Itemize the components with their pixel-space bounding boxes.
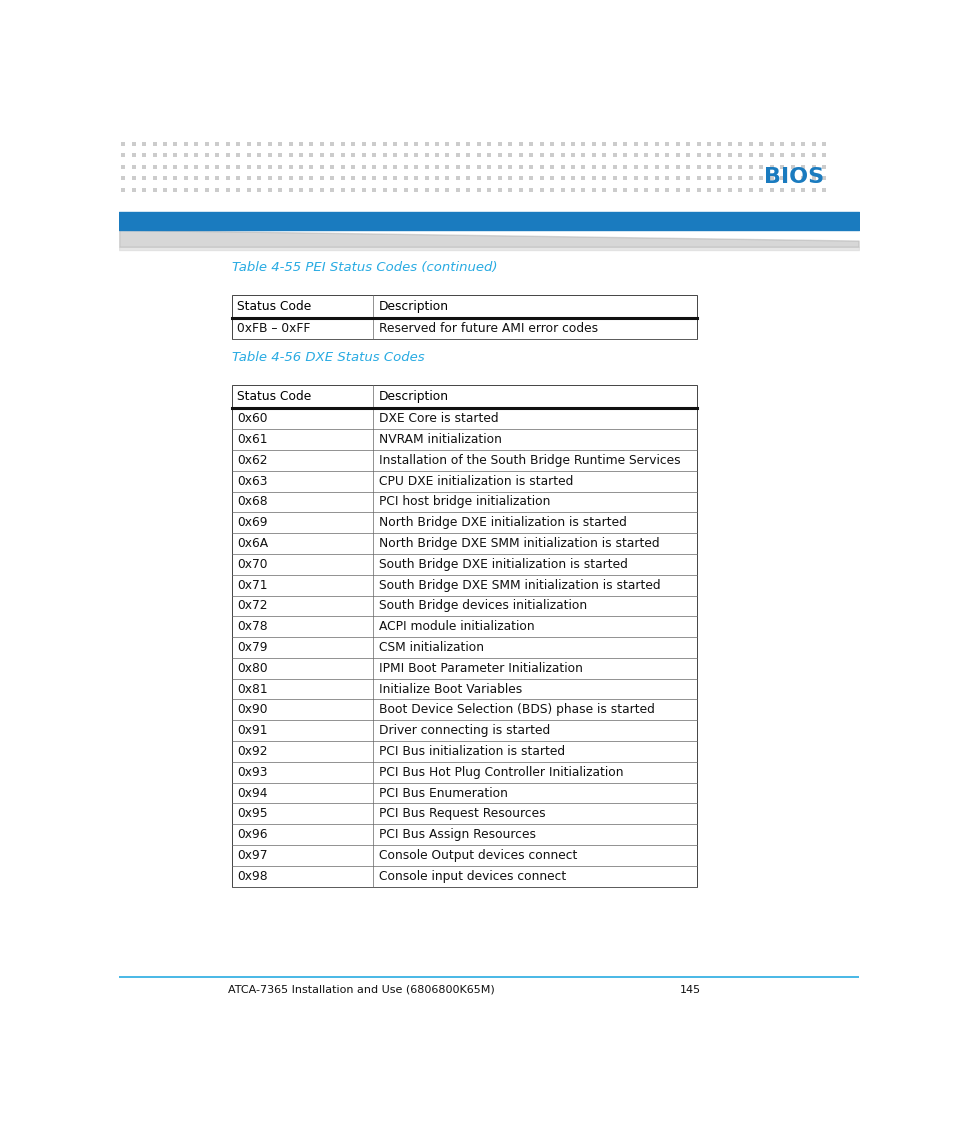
Text: CPU DXE initialization is started: CPU DXE initialization is started: [378, 475, 573, 488]
Text: 0x79: 0x79: [236, 641, 267, 654]
Text: PCI Bus Enumeration: PCI Bus Enumeration: [378, 787, 507, 799]
Text: 0x80: 0x80: [236, 662, 268, 674]
Text: 0x70: 0x70: [236, 558, 267, 571]
Text: CSM initialization: CSM initialization: [378, 641, 483, 654]
Text: 0x97: 0x97: [236, 848, 267, 862]
Text: 0x6A: 0x6A: [236, 537, 268, 550]
Text: Console Output devices connect: Console Output devices connect: [378, 848, 577, 862]
Text: Description: Description: [378, 300, 449, 314]
Text: 0x63: 0x63: [236, 475, 267, 488]
Text: 145: 145: [679, 985, 700, 995]
Text: 0x60: 0x60: [236, 412, 267, 425]
Text: Driver connecting is started: Driver connecting is started: [378, 724, 550, 737]
Text: 0x69: 0x69: [236, 516, 267, 529]
Text: 0x91: 0x91: [236, 724, 267, 737]
Text: 0x92: 0x92: [236, 745, 267, 758]
Text: Status Code: Status Code: [236, 300, 311, 314]
Text: 0xFB – 0xFF: 0xFB – 0xFF: [236, 322, 310, 335]
Text: Table 4-55 PEI Status Codes (continued): Table 4-55 PEI Status Codes (continued): [232, 261, 497, 274]
Text: Initialize Boot Variables: Initialize Boot Variables: [378, 682, 521, 696]
Text: 0x62: 0x62: [236, 453, 267, 467]
Text: 0x61: 0x61: [236, 433, 267, 447]
Text: PCI Bus Assign Resources: PCI Bus Assign Resources: [378, 828, 536, 842]
Bar: [232, 295, 696, 339]
Text: 0x72: 0x72: [236, 600, 267, 613]
Text: PCI host bridge initialization: PCI host bridge initialization: [378, 496, 550, 508]
Text: PCI Bus Request Resources: PCI Bus Request Resources: [378, 807, 545, 820]
Text: 0x78: 0x78: [236, 621, 268, 633]
Bar: [232, 386, 696, 886]
Text: South Bridge devices initialization: South Bridge devices initialization: [378, 600, 586, 613]
Text: ATCA-7365 Installation and Use (6806800K65M): ATCA-7365 Installation and Use (6806800K…: [228, 985, 494, 995]
Text: DXE Core is started: DXE Core is started: [378, 412, 498, 425]
Text: Status Code: Status Code: [236, 390, 311, 403]
Text: PCI Bus Hot Plug Controller Initialization: PCI Bus Hot Plug Controller Initializati…: [378, 766, 622, 779]
Text: South Bridge DXE SMM initialization is started: South Bridge DXE SMM initialization is s…: [378, 578, 659, 592]
Text: 0x90: 0x90: [236, 703, 267, 717]
Text: Boot Device Selection (BDS) phase is started: Boot Device Selection (BDS) phase is sta…: [378, 703, 654, 717]
Text: Table 4-56 DXE Status Codes: Table 4-56 DXE Status Codes: [232, 350, 424, 364]
Text: 0x68: 0x68: [236, 496, 268, 508]
Text: Reserved for future AMI error codes: Reserved for future AMI error codes: [378, 322, 598, 335]
Text: PCI Bus initialization is started: PCI Bus initialization is started: [378, 745, 564, 758]
Text: BIOS: BIOS: [763, 167, 823, 188]
Text: IPMI Boot Parameter Initialization: IPMI Boot Parameter Initialization: [378, 662, 582, 674]
Text: 0x93: 0x93: [236, 766, 267, 779]
Text: 0x98: 0x98: [236, 870, 268, 883]
Text: North Bridge DXE SMM initialization is started: North Bridge DXE SMM initialization is s…: [378, 537, 659, 550]
Text: Installation of the South Bridge Runtime Services: Installation of the South Bridge Runtime…: [378, 453, 679, 467]
Text: 0x95: 0x95: [236, 807, 268, 820]
Text: NVRAM initialization: NVRAM initialization: [378, 433, 501, 447]
Text: 0x96: 0x96: [236, 828, 267, 842]
Text: Console input devices connect: Console input devices connect: [378, 870, 565, 883]
Text: North Bridge DXE initialization is started: North Bridge DXE initialization is start…: [378, 516, 626, 529]
Text: Description: Description: [378, 390, 449, 403]
Text: South Bridge DXE initialization is started: South Bridge DXE initialization is start…: [378, 558, 627, 571]
Text: 0x71: 0x71: [236, 578, 267, 592]
Text: 0x81: 0x81: [236, 682, 268, 696]
Text: 0x94: 0x94: [236, 787, 267, 799]
Text: ACPI module initialization: ACPI module initialization: [378, 621, 534, 633]
